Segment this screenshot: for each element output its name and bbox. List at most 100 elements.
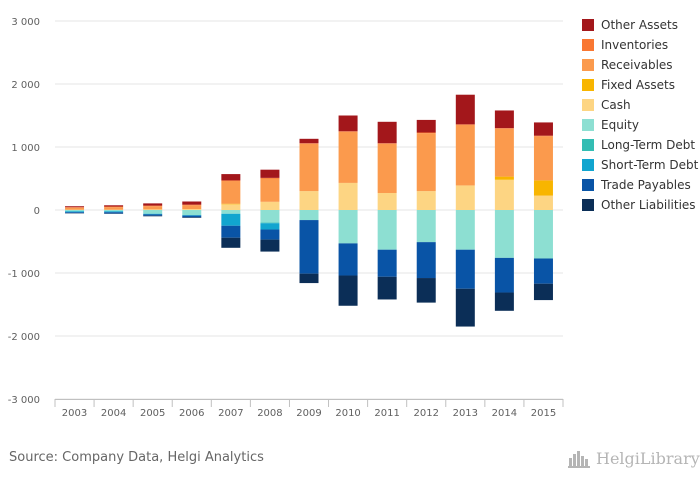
bar-segment-other-assets [300,139,319,143]
x-tick-label: 2014 [492,408,517,419]
bar-segment-trade-payables [456,250,475,289]
bar-segment-cash [378,193,397,210]
x-tick-label: 2010 [335,408,360,419]
bar-segment-receivables [260,179,279,202]
legend-swatch [582,19,594,31]
bar-segment-equity [378,210,397,250]
x-tick-label: 2005 [140,408,165,419]
legend-item[interactable]: Fixed Assets [582,75,675,95]
city-skyline-icon [568,450,592,468]
bar-segment-trade-payables [339,243,358,275]
bar-segment-cash [182,209,201,210]
legend-label: Inventories [601,38,668,52]
bar-segment-other-assets [417,120,436,133]
bar-segment-trade-payables [221,226,240,238]
legend-item[interactable]: Other Assets [582,15,678,35]
bar-segment-receivables [143,206,162,209]
bar-segment-equity [221,210,240,214]
bar-segment-equity [182,210,201,215]
bar-segment-cash [260,202,279,210]
x-tick-label: 2011 [374,408,399,419]
bar-segment-other-liabilities [495,293,514,311]
bar-segment-other-assets [104,205,123,206]
bar-segment-other-liabilities [143,216,162,217]
bar-segment-fixed-assets [534,180,553,195]
bar-segment-short-term-debt [221,214,240,226]
bar-segment-cash [495,180,514,210]
source-note: Source: Company Data, Helgi Analytics [9,450,264,465]
bar-segment-inventories [456,124,475,125]
y-tick-label: -1 000 [8,269,40,280]
bar-segment-inventories [534,136,553,137]
legend-item[interactable]: Trade Payables [582,175,691,195]
bar-segment-inventories [104,207,123,208]
brand-name: HelgiLibrary [596,449,700,468]
x-tick-label: 2008 [257,408,282,419]
legend-item[interactable]: Long-Term Debt [582,135,695,155]
bar-segment-receivables [417,133,436,191]
legend-item[interactable]: Other Liabilities [582,195,696,215]
bar-segment-equity [260,210,279,223]
bar-segment-short-term-debt [104,211,123,212]
bar-segment-cash [221,204,240,210]
bar-segment-inventories [143,206,162,207]
bar-segment-receivables [456,125,475,185]
bar-segment-equity [495,210,514,258]
bar-segment-other-assets [534,122,553,135]
y-tick-label: -3 000 [8,395,40,406]
bar-segment-fixed-assets [221,204,240,205]
bar-segment-receivables [104,207,123,210]
legend-item[interactable]: Short-Term Debt [582,155,698,175]
bar-segment-equity [534,210,553,259]
bar-segment-other-liabilities [378,277,397,300]
bar-segment-cash [143,209,162,210]
bar-segment-other-liabilities [534,284,553,300]
bar-segment-fixed-assets [495,177,514,180]
brand-logo: HelgiLibrary [568,449,700,468]
legend-swatch [582,79,594,91]
legend-swatch [582,139,594,151]
legend-swatch [582,59,594,71]
bar-segment-inventories [260,178,279,179]
legend-swatch [582,39,594,51]
bar-segment-other-assets [65,206,84,207]
y-tick-label: -2 000 [8,332,40,343]
bar-segment-inventories [495,128,514,129]
bar-segment-equity [104,210,123,211]
bar-segment-receivables [378,144,397,193]
bar-segment-equity [417,210,436,242]
bar-segment-receivables [339,132,358,183]
bar-segment-trade-payables [65,212,84,213]
bar-segment-inventories [221,180,240,181]
x-tick-label: 2009 [296,408,321,419]
bar-segment-other-assets [339,116,358,132]
bar-segment-short-term-debt [182,215,201,216]
legend-label: Other Liabilities [601,198,696,212]
legend-item[interactable]: Inventories [582,35,668,55]
bar-segment-other-assets [456,95,475,125]
bar-segment-cash [456,185,475,210]
bar-segment-receivables [495,129,514,177]
bar-segment-cash [534,196,553,210]
bar-segment-trade-payables [417,242,436,278]
legend-label: Trade Payables [601,178,691,192]
bar-segment-other-assets [143,203,162,205]
legend-item[interactable]: Receivables [582,55,673,75]
legend-item[interactable]: Equity [582,115,639,135]
bar-segment-other-liabilities [339,276,358,306]
legend-item[interactable]: Cash [582,95,631,115]
bar-segment-other-liabilities [456,289,475,327]
x-tick-label: 2004 [101,408,126,419]
bar-segment-trade-payables [534,259,553,284]
bar-segment-other-assets [495,110,514,128]
legend-label: Fixed Assets [601,78,675,92]
bar-segment-other-liabilities [417,278,436,303]
bar-segment-short-term-debt [65,211,84,212]
bar-segment-inventories [378,143,397,144]
bar-segment-receivables [182,205,201,209]
bar-segment-other-assets [260,170,279,178]
legend-label: Short-Term Debt [601,158,698,172]
bar-segment-receivables [300,144,319,191]
bar-segment-trade-payables [104,212,123,213]
bar-segment-other-liabilities [260,240,279,252]
